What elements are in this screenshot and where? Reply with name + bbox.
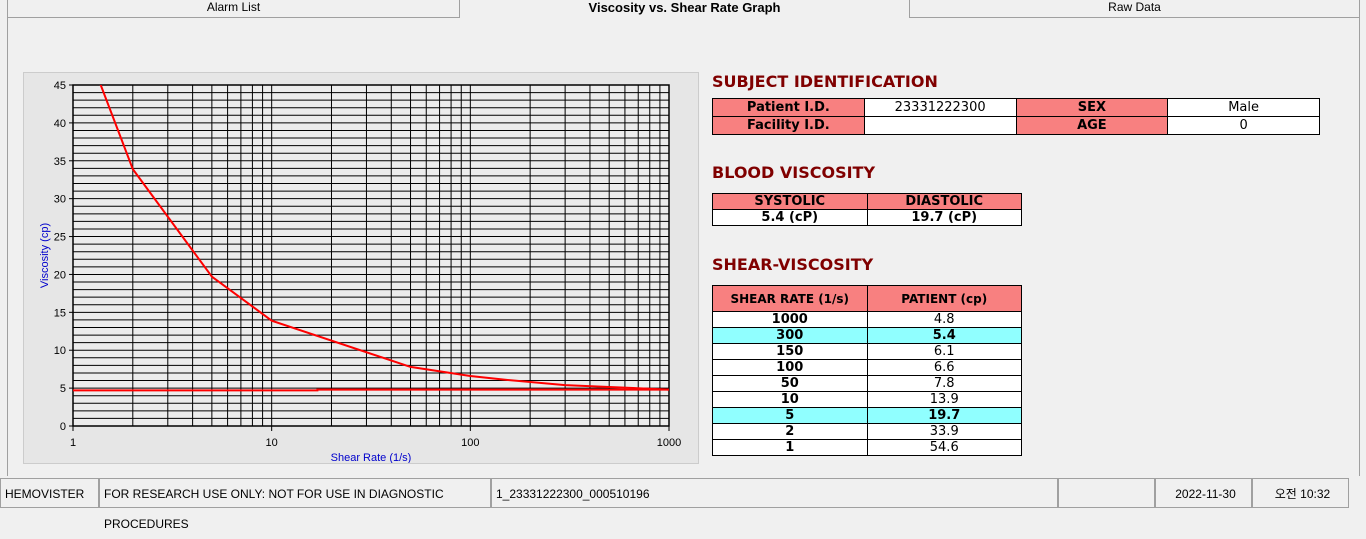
subject-identification-title: SUBJECT IDENTIFICATION [712, 72, 938, 91]
series-line-1 [73, 388, 669, 392]
status-time: 오전 10:32 [1252, 478, 1349, 508]
age-value: 0 [1167, 116, 1320, 135]
plot-area [73, 85, 669, 426]
patient-id-value: 23331222300 [863, 98, 1017, 117]
shear-rate-cell: 1 [712, 439, 868, 456]
y-tick-label: 10 [54, 345, 66, 357]
shear-row: 150 6.1 [712, 343, 1022, 360]
series-line-0 [99, 85, 669, 391]
x-tick-label: 100 [461, 437, 479, 449]
shear-row: 100 6.6 [712, 359, 1022, 376]
y-tick-label: 5 [60, 383, 66, 395]
patient-cell: 33.9 [866, 423, 1022, 440]
shear-rate-cell: 50 [712, 375, 868, 392]
patient-cell: 7.8 [866, 375, 1022, 392]
status-date: 2022-11-30 [1155, 478, 1252, 508]
facility-id-value [863, 116, 1017, 135]
patient-cell: 19.7 [866, 407, 1022, 424]
y-tick-label: 25 [54, 232, 66, 244]
viscosity-chart-panel: 0 5 10 15 20 25 30 35 40 45 1 10 100 1000 Shear Rate (… [23, 72, 699, 464]
tab-raw-data[interactable]: Raw Data [909, 0, 1360, 18]
shear-rate-cell: 2 [712, 423, 868, 440]
x-tick-label: 1 [70, 437, 76, 449]
sex-label: SEX [1015, 98, 1169, 117]
age-label: AGE [1015, 116, 1169, 135]
sex-value: Male [1167, 98, 1320, 117]
patient-cell: 4.8 [866, 311, 1022, 328]
status-notice: FOR RESEARCH USE ONLY: NOT FOR USE IN DI… [99, 478, 491, 531]
patient-cell: 6.1 [866, 343, 1022, 360]
shear-row: 50 7.8 [712, 375, 1022, 392]
shear-row: 1000 4.8 [712, 311, 1022, 328]
patient-id-label: Patient I.D. [712, 98, 865, 117]
y-tick-label: 35 [54, 156, 66, 168]
blood-viscosity-table: SYSTOLIC DIASTOLIC 5.4 (cP) 19.7 (cP) [712, 193, 1022, 226]
viscosity-chart: 0 5 10 15 20 25 30 35 40 45 1 10 100 1000 Shear Rate (… [39, 80, 681, 464]
systolic-label: SYSTOLIC [712, 193, 868, 210]
y-tick-label: 40 [54, 118, 66, 130]
y-tick-label: 15 [54, 307, 66, 319]
patient-cell: 5.4 [866, 327, 1022, 344]
shear-row: 1 54.6 [712, 439, 1022, 456]
shear-rate-header: SHEAR RATE (1/s) [712, 285, 868, 312]
shear-rate-cell: 10 [712, 391, 868, 408]
patient-cell: 54.6 [866, 439, 1022, 456]
facility-id-label: Facility I.D. [712, 116, 865, 135]
x-tick-label: 1000 [657, 437, 681, 449]
x-tick-label: 10 [266, 437, 278, 449]
y-tick-label: 0 [60, 421, 66, 433]
plot-border [72, 84, 670, 427]
shear-rate-cell: 5 [712, 407, 868, 424]
status-extra [1058, 478, 1155, 508]
tab-viscosity-graph[interactable]: Viscosity vs. Shear Rate Graph [459, 0, 910, 18]
shear-row: 10 13.9 [712, 391, 1022, 408]
shear-viscosity-title: SHEAR-VISCOSITY [712, 255, 874, 274]
y-tick-label: 20 [54, 269, 66, 281]
x-axis-label: Shear Rate (1/s) [331, 452, 412, 463]
shear-rate-cell: 150 [712, 343, 868, 360]
diastolic-value: 19.7 (cP) [866, 209, 1022, 226]
subject-table: Patient I.D. 23331222300 SEX Male Facility … [712, 98, 1320, 135]
patient-cell: 6.6 [866, 359, 1022, 376]
shear-rate-cell: 1000 [712, 311, 868, 328]
shear-viscosity-table: SHEAR RATE (1/s) PATIENT (cp) 1000 4.8 300 5… [712, 285, 1022, 456]
y-axis-label: Viscosity (cp) [39, 223, 51, 288]
patient-header: PATIENT (cp) [866, 285, 1022, 312]
tab-alarm-list[interactable]: Alarm List [7, 0, 460, 18]
status-app-name: HEMOVISTER [0, 478, 99, 508]
shear-row: 5 19.7 [712, 407, 1022, 424]
y-tick-label: 30 [54, 194, 66, 206]
shear-rate-cell: 300 [712, 327, 868, 344]
shear-rate-cell: 100 [712, 359, 868, 376]
shear-row: 300 5.4 [712, 327, 1022, 344]
diastolic-label: DIASTOLIC [866, 193, 1022, 210]
y-tick-label: 45 [54, 80, 66, 92]
status-file-id: 1_23331222300_000510196 [491, 478, 1058, 508]
shear-row: 2 33.9 [712, 423, 1022, 440]
patient-cell: 13.9 [866, 391, 1022, 408]
systolic-value: 5.4 (cP) [712, 209, 868, 226]
blood-viscosity-title: BLOOD VISCOSITY [712, 163, 876, 182]
